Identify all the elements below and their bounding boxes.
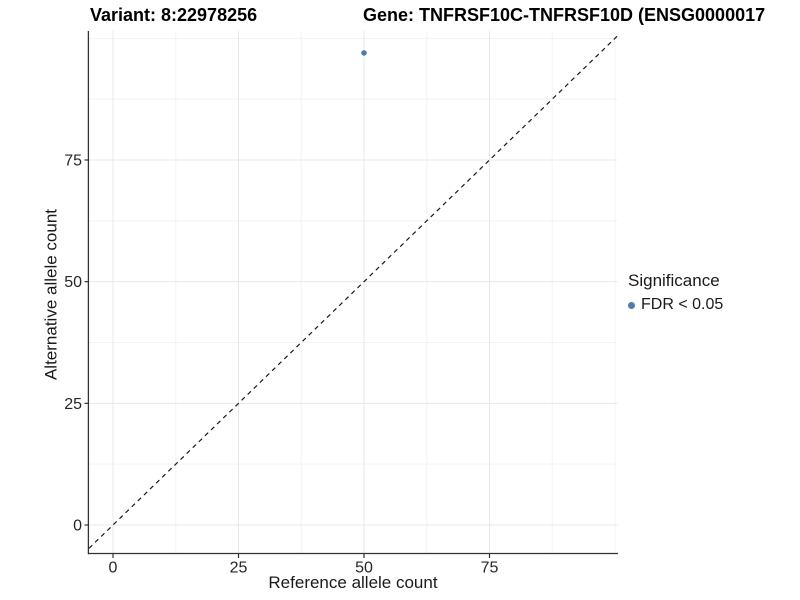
minor-gridlines (89, 31, 618, 554)
y-tick-label: 75 (64, 153, 82, 170)
identity-line (88, 35, 618, 549)
y-tick-label: 25 (64, 396, 82, 413)
data-point (361, 50, 367, 56)
tick-marks (84, 159, 491, 558)
legend-title: Significance (628, 271, 720, 290)
y-axis-title: Alternative allele count (41, 208, 61, 381)
legend: Significance FDR < 0.05 (628, 271, 723, 315)
y-tick-labels: 0 25 50 75 (64, 153, 82, 535)
x-tick-labels: 0 25 50 75 (109, 560, 499, 577)
variant-title: Variant: 8:22978256 (90, 5, 258, 25)
y-tick-label: 0 (73, 518, 82, 535)
x-tick-label: 75 (481, 560, 499, 577)
y-tick-label: 50 (64, 274, 82, 291)
x-tick-label: 50 (355, 560, 373, 577)
data-marks (88, 35, 618, 549)
major-gridlines (89, 31, 618, 554)
legend-item: FDR < 0.05 (628, 295, 723, 315)
legend-item-label: FDR < 0.05 (641, 296, 724, 313)
x-tick-label: 25 (230, 560, 248, 577)
x-tick-label: 0 (109, 560, 118, 577)
x-axis-title: Reference allele count (268, 573, 438, 592)
gene-title: Gene: TNFRSF10C-TNFRSF10D (ENSG0000017 (363, 5, 766, 25)
legend-point-icon (628, 301, 635, 309)
